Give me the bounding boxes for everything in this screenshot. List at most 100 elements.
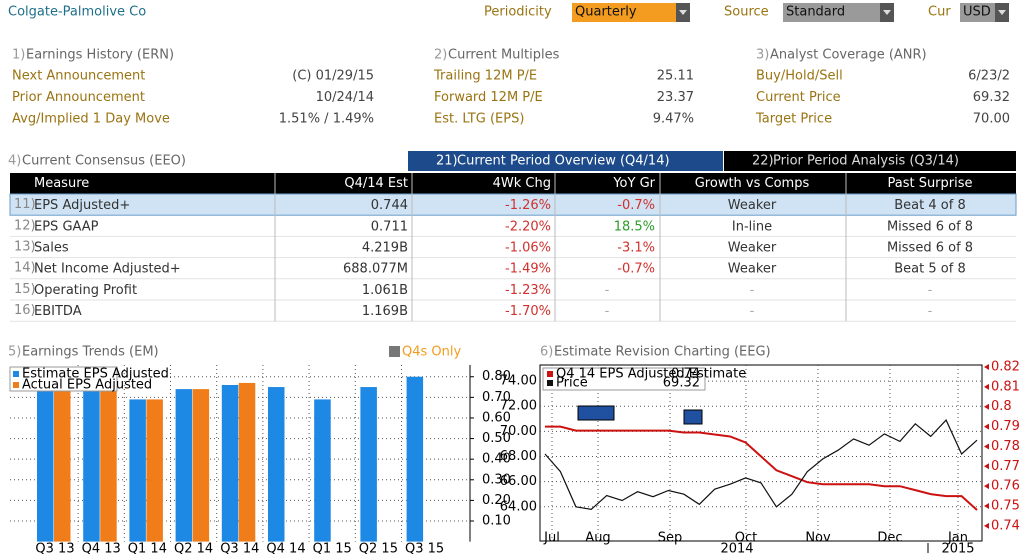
periodicity-dropdown[interactable] <box>572 3 676 22</box>
dropdown-arrow <box>679 10 687 15</box>
table-cell: -0.7% <box>617 262 655 277</box>
toggle-box[interactable] <box>389 346 400 357</box>
x-tick-label: Aug <box>585 531 610 546</box>
tab-label: Current Period Overview (Q4/14) <box>457 154 670 169</box>
field-value: 70.00 <box>973 112 1010 127</box>
panel-title[interactable]: Current Consensus (EEO) <box>22 154 186 169</box>
y-tick-label: 0.70 <box>482 390 511 405</box>
panel-number[interactable]: 6) <box>540 345 553 360</box>
field-label: Source <box>724 5 769 20</box>
dropdown-value: USD <box>963 5 991 20</box>
plot-frame <box>539 364 983 542</box>
field-label: Periodicity <box>484 5 552 20</box>
y-tick-label: 68.00 <box>500 449 537 464</box>
tick-mark <box>984 503 989 510</box>
panel-title[interactable]: Estimate Revision Charting (EEG) <box>554 345 771 360</box>
x-tick-label: Nov <box>805 531 831 546</box>
source-dropdown[interactable] <box>783 3 880 22</box>
event-marker[interactable] <box>683 409 703 425</box>
event-marker[interactable] <box>577 405 615 421</box>
field-label: Current Price <box>756 90 841 105</box>
column-header: 4Wk Chg <box>493 176 551 191</box>
field-label: Buy/Hold/Sell <box>756 69 843 84</box>
table-cell: - <box>750 304 755 319</box>
table-cell: - <box>750 283 755 298</box>
x-year-label: 2015 <box>941 542 974 557</box>
table-cell: -3.1% <box>617 241 655 256</box>
tab-active[interactable] <box>408 151 723 171</box>
table-cell: 1.169B <box>362 304 408 319</box>
row-number: 13) <box>14 240 36 255</box>
column-header: Measure <box>34 176 89 191</box>
x-tick-label: Q2 14 <box>174 542 213 557</box>
table-cell: -1.49% <box>505 262 551 277</box>
field-value: 6/23/2 <box>968 69 1010 84</box>
panel-title[interactable]: Earnings History (ERN) <box>26 48 174 63</box>
column-header: Past Surprise <box>887 176 972 191</box>
table-header-row <box>10 173 1016 194</box>
tab[interactable] <box>724 151 1016 171</box>
tick-mark <box>984 463 989 470</box>
y-tick-label: 64.00 <box>500 499 537 514</box>
x-tick-label: Dec <box>877 531 902 546</box>
field-label: Cur <box>928 5 951 20</box>
y-tick-label: 0.10 <box>482 513 511 528</box>
y-tick-label: 0.80 <box>482 369 511 384</box>
panel-number[interactable]: 1) <box>12 48 25 63</box>
bar <box>406 376 424 542</box>
table-cell: -1.26% <box>505 198 551 213</box>
panel-number[interactable]: 2) <box>434 48 447 63</box>
tick-mark <box>984 522 989 529</box>
y2-tick-label: 0.81 <box>991 379 1020 394</box>
dropdown-value: Standard <box>786 5 845 20</box>
x-tick-label: Q1 15 <box>313 542 352 557</box>
panel-number[interactable]: 3) <box>756 48 769 63</box>
table-cell: - <box>605 283 610 298</box>
table-cell: - <box>605 304 610 319</box>
x-tick-label: Q2 15 <box>359 542 398 557</box>
field-label: Prior Announcement <box>12 90 145 105</box>
bar <box>192 389 210 542</box>
table-cell: - <box>928 283 933 298</box>
tab-label: Prior Period Analysis (Q3/14) <box>773 154 959 169</box>
x-tick-label: Q3 13 <box>35 542 74 557</box>
legend-label: Estimate EPS Adjusted <box>22 367 169 382</box>
y-tick-label: 72.00 <box>500 399 537 414</box>
table-cell: Net Income Adjusted+ <box>34 262 181 277</box>
panel-number[interactable]: 5) <box>8 345 21 360</box>
tab-number: 21) <box>436 154 458 169</box>
x-tick-label: Sep <box>658 531 683 546</box>
bar <box>54 384 71 542</box>
tick-mark <box>984 423 989 430</box>
field-label: Target Price <box>755 112 832 127</box>
dropdown-arrow <box>998 10 1006 15</box>
toggle-label[interactable]: Q4s Only <box>402 345 461 360</box>
y2-tick-label: 0.75 <box>991 499 1020 514</box>
table-cell: Weaker <box>728 198 777 213</box>
table-cell: -1.70% <box>505 304 551 319</box>
currency-dropdown[interactable] <box>960 3 995 22</box>
y-tick-label: 0.40 <box>482 452 511 467</box>
y2-tick-label: 0.79 <box>991 419 1020 434</box>
panel-title[interactable]: Earnings Trends (EM) <box>22 345 159 360</box>
row-number: 11) <box>14 197 36 212</box>
y-tick-label: 70.00 <box>500 424 537 439</box>
bar <box>268 387 285 542</box>
panel-number[interactable]: 4) <box>8 154 21 169</box>
table-cell: Weaker <box>728 262 777 277</box>
panel-title[interactable]: Current Multiples <box>448 48 560 63</box>
bar <box>100 384 117 542</box>
table-cell: EPS GAAP <box>34 219 99 234</box>
table-cell: - <box>928 304 933 319</box>
bar <box>360 387 377 542</box>
panel-title[interactable]: Analyst Coverage (ANR) <box>770 48 927 63</box>
legend-label: Actual EPS Adjusted <box>22 378 152 393</box>
bar <box>129 399 146 542</box>
table-cell: EPS Adjusted+ <box>34 198 130 213</box>
table-cell: 688.077M <box>343 262 408 277</box>
y-tick-label: 0.60 <box>482 410 511 425</box>
legend-swatch <box>547 371 553 377</box>
row-selected[interactable] <box>9 193 1017 216</box>
table-cell: EBITDA <box>34 304 82 319</box>
